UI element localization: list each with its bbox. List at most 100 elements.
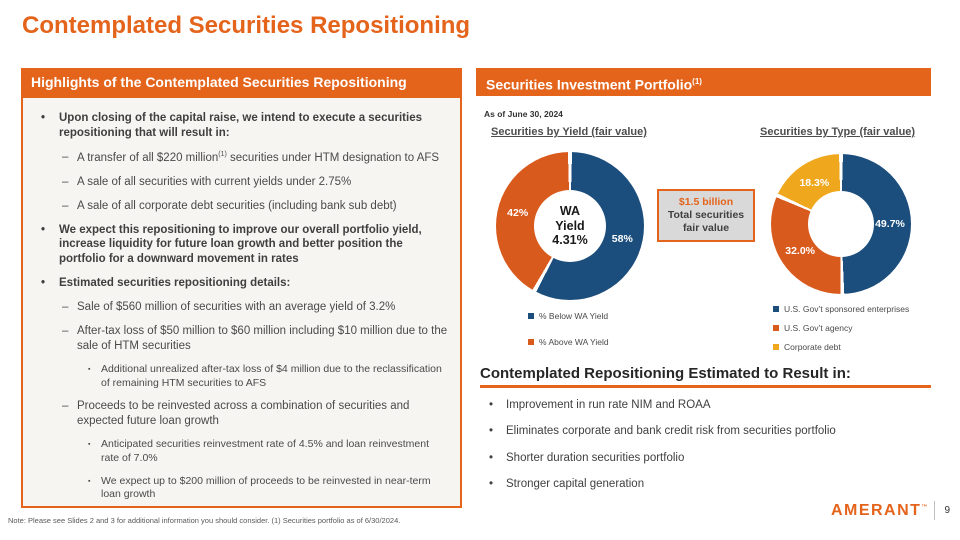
- bullet-marker: •: [489, 425, 494, 438]
- bullet-marker: •: [489, 478, 494, 491]
- bullet-marker: •: [41, 223, 46, 236]
- slice-label: 49.7%: [875, 217, 905, 230]
- legend-label: Corporate debt: [784, 342, 841, 352]
- result-bullet-text: Improvement in run rate NIM and ROAA: [506, 399, 711, 411]
- total-fair-value-label: Total securities fair value: [667, 209, 745, 235]
- bullet-marker: ▪: [88, 441, 91, 449]
- legend-item: Corporate debt: [773, 342, 909, 352]
- highlights-list: • Upon closing of the capital raise, we i…: [32, 111, 450, 502]
- bullet-text: We expect this repositioning to improve …: [59, 223, 422, 266]
- legend-label: % Below WA Yield: [539, 311, 609, 321]
- trademark-symbol: ™: [921, 504, 928, 511]
- bullet-item: • Upon closing of the capital raise, we i…: [32, 111, 450, 141]
- bullet-item: – A sale of all corporate debt securities…: [32, 199, 450, 214]
- result-bullet-text: Stronger capital generation: [506, 478, 645, 491]
- bullet-text: Estimated securities repositioning detai…: [59, 277, 291, 290]
- bullet-text: Anticipated securities reinvestment rate…: [101, 438, 430, 464]
- bullet-item: – Proceeds to be reinvested across a comb…: [32, 399, 450, 429]
- legend-swatch: [528, 339, 534, 345]
- legend-label: U.S. Gov’t agency: [784, 323, 853, 333]
- bullet-marker: –: [62, 325, 69, 338]
- bullet-item: • Estimated securities repositioning deta…: [32, 276, 450, 291]
- result-bullet: • Eliminates corporate and bank credit ri…: [480, 424, 931, 438]
- amerant-logo: AMERANT™: [830, 501, 928, 519]
- results-heading: Contemplated Repositioning Estimated to …: [480, 365, 931, 388]
- bullet-text: Proceeds to be reinvested across a combi…: [77, 400, 410, 428]
- chart-title-by-type: Securities by Type (fair value): [760, 126, 916, 138]
- bullet-item: ▪ Anticipated securities reinvestment rat…: [32, 438, 450, 465]
- bullet-item: – After-tax loss of $50 million to $60 mi…: [32, 324, 450, 354]
- bullet-marker: •: [41, 112, 46, 124]
- legend-item: % Below WA Yield: [528, 311, 609, 321]
- as-of-date: As of June 30, 2024: [484, 109, 563, 119]
- portfolio-panel-header: Securities Investment Portfolio(1): [476, 68, 931, 96]
- slice-label: 42%: [507, 206, 529, 219]
- footer-divider: [934, 501, 936, 520]
- portfolio-panel-header-text: Securities Investment Portfolio: [486, 76, 693, 93]
- donut-chart-by-yield: WA Yield 4.31% 58% 42%: [496, 152, 644, 300]
- page-number: 9: [944, 505, 950, 516]
- bullet-marker: –: [62, 199, 69, 212]
- bullet-text: We expect up to $200 million of proceeds…: [101, 474, 431, 501]
- bullet-item: • We expect this repositioning to improve…: [32, 223, 450, 268]
- total-fair-value-amount: $1.5 billion: [678, 196, 734, 208]
- highlights-panel-body: • Upon closing of the capital raise, we i…: [21, 96, 462, 508]
- bullet-marker: ▪: [88, 366, 91, 374]
- result-bullet: • Improvement in run rate NIM and ROAA: [480, 398, 931, 412]
- donut-chart-by-type: 49.7% 32.0% 18.3%: [771, 154, 911, 294]
- results-list: • Improvement in run rate NIM and ROAA • El…: [480, 398, 931, 492]
- legend-swatch: [773, 325, 779, 331]
- result-bullet-text: Eliminates corporate and bank credit ris…: [506, 425, 836, 438]
- bullet-marker: •: [489, 399, 494, 411]
- legend-item: % Above WA Yield: [528, 337, 609, 347]
- bullet-text: Upon closing of the capital raise, we in…: [59, 112, 422, 139]
- legend-item: U.S. Gov’t agency: [773, 323, 909, 333]
- bullet-text: Additional unrealized after-tax loss of …: [101, 363, 442, 389]
- donut-by-type-hole: [808, 191, 874, 257]
- footnote: Note: Please see Slides 2 and 3 for addi…: [8, 516, 401, 525]
- legend-swatch: [773, 306, 779, 312]
- bullet-marker: –: [62, 400, 69, 413]
- result-bullet-text: Shorter duration securities portfolio: [506, 451, 685, 464]
- bullet-text: After-tax loss of $50 million to $60 mil…: [77, 325, 448, 353]
- page-title: Contemplated Securities Repositioning: [22, 12, 471, 39]
- portfolio-panel: Securities Investment Portfolio(1) As of…: [476, 68, 931, 508]
- slice-label: 18.3%: [799, 176, 830, 189]
- bullet-item: ▪ Additional unrealized after-tax loss of…: [32, 363, 450, 390]
- bullet-marker: –: [62, 301, 69, 314]
- highlights-panel: Highlights of the Contemplated Securitie…: [21, 68, 462, 508]
- portfolio-header-footnote-marker: (1): [692, 77, 702, 86]
- bullet-marker: •: [41, 277, 46, 290]
- bullet-text: A sale of all corporate debt securities …: [77, 199, 397, 212]
- bullet-text: Sale of $560 million of securities with …: [77, 301, 396, 314]
- footer-brand: AMERANT™ 9: [831, 501, 950, 520]
- bullet-marker: –: [62, 175, 69, 188]
- highlights-panel-header: Highlights of the Contemplated Securitie…: [21, 68, 462, 96]
- legend-by-yield: % Below WA Yield % Above WA Yield: [528, 311, 609, 363]
- donut-by-yield-hole: WA Yield 4.31%: [534, 190, 606, 262]
- bullet-marker: ▪: [88, 477, 91, 485]
- bullet-marker: –: [62, 150, 69, 163]
- legend-item: U.S. Gov’t sponsored enterprises: [773, 304, 909, 314]
- bullet-item: ▪ We expect up to $200 million of proceed…: [32, 475, 450, 502]
- slice-label: 58%: [611, 233, 633, 246]
- repositioning-results-section: Contemplated Repositioning Estimated to …: [480, 365, 931, 504]
- legend-swatch: [773, 344, 779, 350]
- legend-label: % Above WA Yield: [539, 337, 609, 347]
- bullet-marker: •: [489, 451, 494, 464]
- legend-label: U.S. Gov’t sponsored enterprises: [784, 304, 910, 314]
- legend-swatch: [528, 313, 534, 319]
- bullet-item: – A transfer of all $220 million(1) secur…: [32, 150, 450, 166]
- result-bullet: • Stronger capital generation: [480, 477, 931, 491]
- bullet-text: A sale of all securities with current yi…: [77, 175, 352, 188]
- wa-yield-center-label: WA Yield 4.31%: [552, 203, 588, 248]
- bullet-item: – A sale of all securities with current y…: [32, 175, 450, 190]
- total-fair-value-box: $1.5 billion Total securities fair value: [657, 189, 755, 243]
- chart-title-by-yield: Securities by Yield (fair value): [491, 126, 647, 138]
- bullet-text: A transfer of all $220 million(1) securi…: [77, 150, 440, 164]
- legend-by-type: U.S. Gov’t sponsored enterprises U.S. Gov…: [773, 304, 909, 361]
- bullet-item: – Sale of $560 million of securities with…: [32, 300, 450, 315]
- result-bullet: • Shorter duration securities portfolio: [480, 451, 931, 465]
- slice-label: 32.0%: [785, 245, 816, 258]
